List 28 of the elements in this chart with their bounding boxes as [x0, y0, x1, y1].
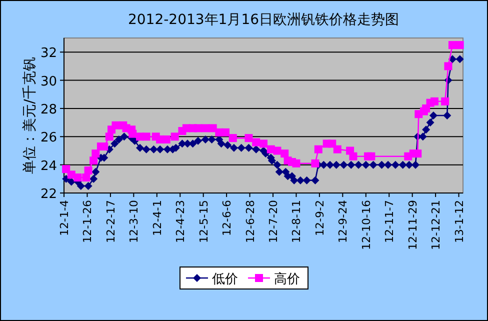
- x-tick-label: 12-9-24: [336, 200, 350, 243]
- x-tick-label: 12-2-17: [104, 200, 118, 243]
- x-tick-label: 12-6-28: [244, 200, 257, 243]
- y-axis-title: 单位：美元/千克钒: [22, 57, 38, 174]
- chart-title: 2012-2013年1月16日欧洲钒铁价格走势图: [128, 12, 400, 28]
- y-tick-label: 32: [40, 46, 57, 62]
- x-tick-label: 12-11-29: [406, 200, 420, 250]
- y-tick-label: 30: [40, 74, 57, 90]
- x-tick-label: 12-8-11: [290, 200, 304, 243]
- x-tick-label: 12-3-10: [128, 200, 141, 243]
- x-tick-label: 12-1-26: [81, 200, 94, 243]
- x-tick-label: 12-5-15: [197, 200, 210, 243]
- y-tick-label: 26: [40, 130, 57, 146]
- x-tick-label: 12-4-1: [150, 200, 164, 236]
- x-tick-label: 12-4-23: [174, 200, 188, 243]
- legend-label: 高价: [274, 271, 300, 287]
- y-tick-label: 28: [40, 102, 57, 118]
- x-tick-label: 12-12-21: [430, 200, 443, 250]
- x-tick-label: 12-11-7: [383, 200, 396, 243]
- y-tick-label: 24: [40, 158, 57, 174]
- x-tick-label: 12-7-20: [267, 200, 280, 243]
- x-tick-label: 12-9-2: [313, 200, 326, 236]
- x-tick-label: 12-10-16: [360, 200, 373, 250]
- x-tick-label: 13-1-12: [452, 200, 466, 243]
- y-tick-label: 22: [40, 187, 57, 202]
- legend-label: 低价: [212, 272, 238, 287]
- x-tick-label: 12-1-4: [58, 200, 71, 236]
- x-tick-label: 12-6-6: [220, 200, 234, 236]
